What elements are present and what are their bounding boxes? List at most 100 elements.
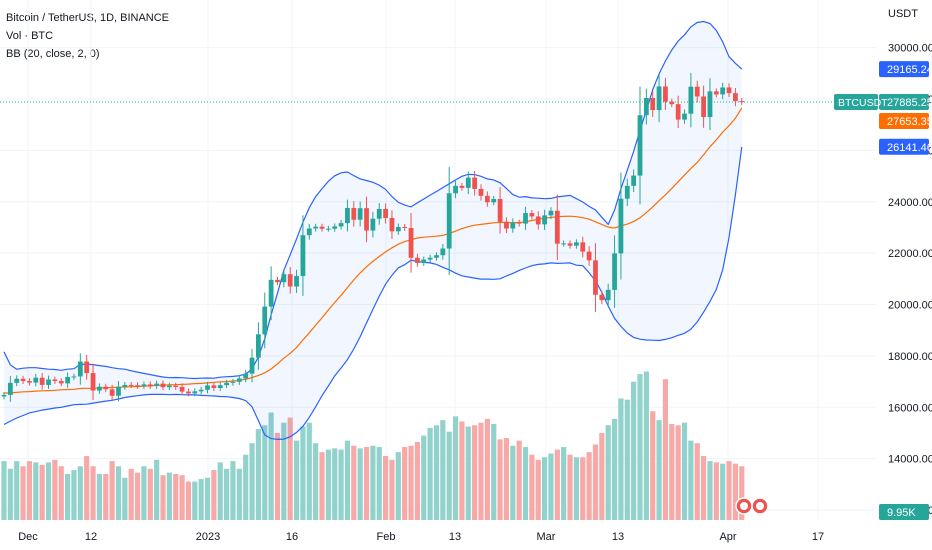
candle	[472, 171, 478, 196]
candle	[415, 253, 420, 267]
volume-bar	[726, 461, 732, 520]
candle-body	[612, 253, 617, 290]
date-tick-label: Feb	[377, 531, 396, 543]
volume-bar	[45, 462, 52, 520]
volume-bar	[573, 457, 579, 520]
volume-bar	[287, 417, 293, 520]
candle-body	[465, 177, 471, 188]
candle	[287, 267, 293, 294]
candle-body	[275, 279, 280, 283]
candle	[682, 109, 687, 124]
volume-bar	[262, 425, 268, 520]
candle	[434, 252, 439, 261]
date-tick-label: Dec	[18, 531, 38, 543]
volume-bar	[39, 464, 45, 520]
candle	[351, 201, 357, 227]
candles	[1, 73, 745, 402]
candle-body	[580, 242, 586, 252]
candle-body	[542, 215, 547, 225]
candle	[402, 224, 408, 231]
volume-bar	[383, 456, 389, 520]
volume-bar	[344, 440, 351, 520]
volume-bar	[675, 425, 681, 520]
candle-body	[453, 185, 458, 194]
volume-bar	[694, 443, 700, 520]
candle	[580, 236, 586, 258]
candle	[306, 223, 312, 240]
candle	[504, 217, 509, 234]
event-flag-icon	[751, 497, 769, 515]
candle-body	[370, 218, 376, 231]
candle	[465, 171, 471, 195]
candle	[561, 240, 567, 247]
candle	[256, 322, 261, 370]
candle	[599, 290, 605, 305]
volume-indicator-label[interactable]: Vol · BTC	[6, 30, 54, 42]
candle	[217, 382, 223, 391]
candle-body	[472, 177, 478, 189]
volume-bar	[433, 425, 440, 520]
candle	[516, 219, 522, 227]
date-tick-label: 16	[286, 531, 298, 543]
volume-bar	[249, 443, 255, 520]
volume-bar	[681, 422, 688, 520]
candle-body	[230, 381, 236, 383]
candle	[675, 95, 681, 129]
candle-body	[650, 98, 656, 111]
candle	[459, 182, 465, 191]
bollinger-indicator-label[interactable]: BB (20, close, 2, 0)	[6, 48, 100, 60]
candle	[345, 199, 350, 232]
volume-bar	[1, 461, 7, 520]
candle	[733, 88, 738, 107]
candle	[20, 375, 26, 384]
candle-body	[179, 386, 185, 392]
volume-bar	[319, 452, 325, 520]
candle-body	[217, 385, 223, 388]
date-tick-label: 17	[812, 531, 824, 543]
candle-body	[516, 222, 522, 224]
volume-bar	[586, 452, 592, 520]
candle-body	[14, 378, 20, 383]
volume-bar	[542, 457, 548, 520]
candle	[688, 73, 694, 128]
volume-bar	[255, 429, 261, 520]
volume-bar	[497, 439, 503, 520]
bb-upper-tag-bg	[879, 61, 929, 78]
candle-body	[561, 243, 567, 245]
volume-bar	[332, 448, 338, 520]
candle	[694, 80, 700, 103]
candle	[173, 382, 179, 390]
candle	[84, 354, 90, 380]
candle	[656, 74, 662, 123]
candle	[39, 372, 45, 390]
candle	[27, 378, 32, 386]
volume-bar	[224, 468, 230, 520]
symbol-title[interactable]: Bitcoin / TetherUS, 1D, BINANCE	[6, 12, 170, 24]
volume-bar	[662, 379, 669, 520]
candle-body	[364, 208, 369, 231]
candle-body	[726, 87, 732, 94]
candle	[605, 283, 611, 307]
candle-body	[669, 101, 675, 105]
volume-bar	[338, 449, 344, 520]
candle	[52, 376, 58, 384]
volume-bar	[592, 444, 599, 520]
candle	[631, 169, 637, 193]
volume-bar	[306, 422, 312, 520]
volume-bar	[491, 424, 497, 520]
candle	[300, 215, 306, 296]
candle	[77, 353, 83, 385]
candle	[637, 86, 643, 205]
candle-body	[593, 260, 598, 295]
candle-body	[313, 226, 319, 229]
volume-bar	[720, 463, 726, 520]
volume-bar	[414, 441, 420, 520]
candle	[389, 210, 395, 239]
candle	[103, 383, 109, 393]
volume-bar	[650, 411, 656, 520]
candle-body	[523, 213, 528, 224]
candle	[726, 83, 732, 98]
candle-body	[376, 208, 382, 219]
candle	[574, 239, 579, 249]
